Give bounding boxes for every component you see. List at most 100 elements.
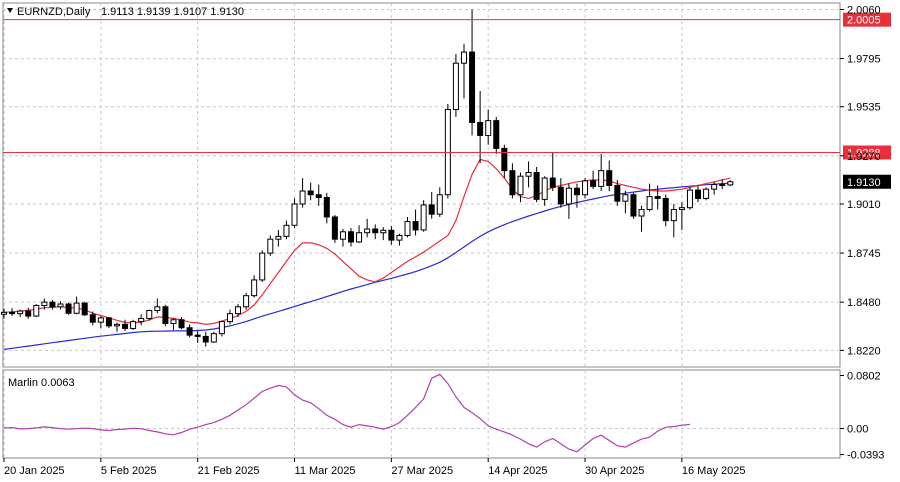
level-label-box <box>843 12 891 27</box>
candle <box>17 309 24 317</box>
candle <box>49 299 56 310</box>
candle-body-bull <box>291 203 298 226</box>
candle <box>727 180 734 187</box>
candle <box>654 185 661 210</box>
candle <box>662 194 669 227</box>
candle <box>235 304 242 317</box>
candle-body-bull <box>1 311 7 315</box>
levels-layer: 2.0005 1.9288 1.9130 <box>3 12 891 189</box>
candle-body-bull <box>452 62 459 111</box>
candle-body-bear <box>606 170 613 186</box>
candle-body-bear <box>388 229 395 241</box>
candle <box>606 160 613 192</box>
slow-ma-line <box>3 182 731 350</box>
candle <box>283 220 290 240</box>
candle-body-bull <box>226 313 233 323</box>
candle <box>711 181 718 195</box>
candle-body-bear <box>348 231 355 243</box>
candle-body-bear <box>590 180 597 187</box>
candle <box>428 191 435 219</box>
candle <box>388 226 395 245</box>
candle-body-bull <box>565 187 572 205</box>
candle <box>339 228 346 247</box>
candle-body-bull <box>703 188 710 199</box>
candle <box>485 109 492 145</box>
candle <box>356 225 363 243</box>
date-tick-label: 20 Jan 2025 <box>4 465 65 477</box>
candle <box>396 233 403 246</box>
date-tick-label: 16 May 2025 <box>682 465 746 477</box>
price-tick-label: 1.9010 <box>847 199 881 211</box>
candle-body-bull <box>711 184 718 190</box>
candle-body-bear <box>614 184 621 202</box>
candle-body-bear <box>469 51 476 123</box>
candle <box>348 228 355 247</box>
candle <box>154 298 161 314</box>
candle-body-bull <box>356 232 363 243</box>
candle-body-bull <box>41 301 48 306</box>
candle-body-bull <box>138 317 145 323</box>
candle-body-bull <box>97 317 104 323</box>
candle <box>638 205 645 232</box>
candle-body-bull <box>170 319 177 324</box>
candle <box>57 301 64 310</box>
marlin-tick-label: 0.0802 <box>847 370 881 382</box>
candle <box>194 330 201 343</box>
candle <box>226 309 233 325</box>
candle-body-bull <box>364 228 371 234</box>
candle <box>202 331 209 347</box>
price-tick-label: 1.9795 <box>847 54 881 66</box>
current-price-box <box>843 174 891 189</box>
candle-body-bear <box>25 310 32 317</box>
candle-body-bear <box>307 190 314 196</box>
candle-body-bear <box>331 216 338 240</box>
candle-body-bull <box>727 181 734 186</box>
candle-body-bear <box>533 171 540 200</box>
candle-body-bear <box>194 334 201 337</box>
candle-body-bull <box>154 306 161 312</box>
candle <box>307 182 314 201</box>
marlin-name: Marlin <box>8 377 38 389</box>
candle-body-bull <box>243 295 250 308</box>
candle <box>267 235 274 256</box>
candle-body-bull <box>299 190 306 205</box>
candle <box>243 292 250 310</box>
candle <box>65 302 72 315</box>
candle <box>533 166 540 203</box>
candle-body-bear <box>493 120 500 149</box>
candle <box>719 178 726 190</box>
candle-body-bull <box>113 323 120 327</box>
candle <box>138 314 145 326</box>
candle-body-bear <box>428 204 435 215</box>
candle <box>105 316 112 329</box>
date-tick-label: 14 Apr 2025 <box>488 465 547 477</box>
candle-body-bear <box>573 187 580 196</box>
candle-body-bull <box>622 194 629 202</box>
candle-body-bull <box>638 209 645 217</box>
candle <box>501 144 508 179</box>
candle <box>1 308 7 319</box>
candle <box>686 187 693 210</box>
candle-body-bull <box>33 304 40 317</box>
candle <box>331 215 338 243</box>
candle-body-bear <box>557 186 564 205</box>
price-tick-label: 1.8480 <box>847 297 881 309</box>
candle <box>33 304 40 317</box>
candle-body-bull <box>678 207 685 211</box>
candle-body-bull <box>646 196 653 211</box>
candle-body-bear <box>630 194 637 217</box>
candle <box>477 90 484 164</box>
chart-collapse-icon[interactable] <box>7 8 13 13</box>
candle-body-bear <box>49 301 56 308</box>
candle-body-bull <box>130 321 137 329</box>
candle-body-bull <box>146 310 153 319</box>
candle-body-bear <box>509 170 516 196</box>
candle <box>97 316 104 329</box>
candle <box>364 218 371 238</box>
price-tick-label: 2.0060 <box>847 4 881 16</box>
candle <box>469 9 476 136</box>
candle <box>218 320 225 337</box>
candle-body-bear <box>89 314 96 323</box>
candle-body-bull <box>525 171 532 177</box>
